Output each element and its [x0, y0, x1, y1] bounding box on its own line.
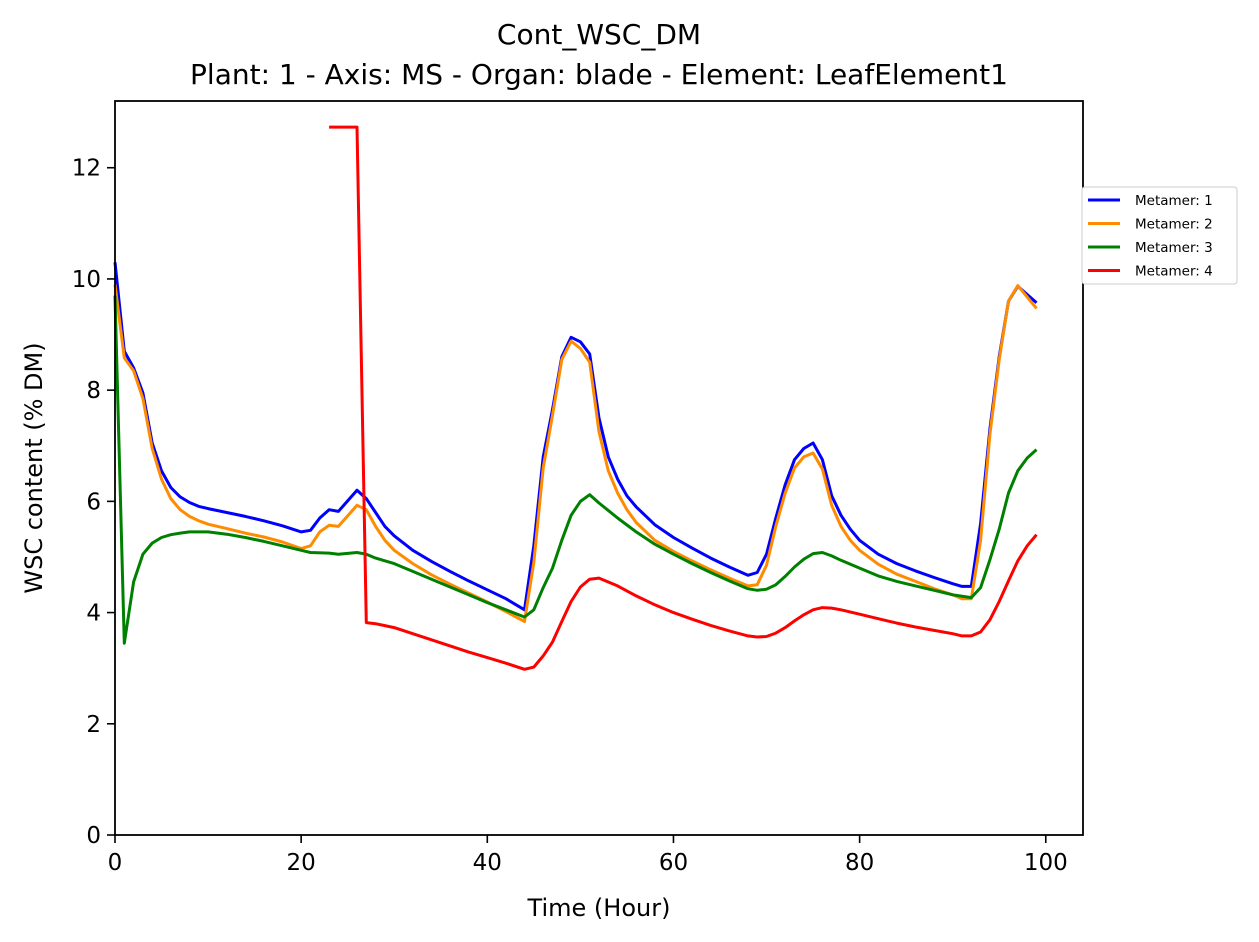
chart-title: Cont_WSC_DM [497, 18, 701, 51]
y-tick-label: 2 [86, 712, 101, 738]
axis-ticks-group: 0 20 40 60 80 100 0 2 4 6 8 10 12 [72, 156, 1068, 876]
y-tick-label: 0 [86, 823, 101, 849]
x-axis-label: Time (Hour) [527, 894, 671, 922]
x-tick-label: 40 [473, 850, 502, 876]
x-tick-label: 60 [659, 850, 688, 876]
y-tick-label: 12 [72, 156, 101, 182]
x-tick-label: 80 [845, 850, 874, 876]
series-line-metamer-4 [329, 125, 1038, 671]
legend-label-metamer-4: Metamer: 4 [1135, 264, 1213, 280]
legend: Metamer: 1 Metamer: 2 Metamer: 3 Metamer: 4 [1081, 186, 1238, 285]
legend-label-metamer-1: Metamer: 1 [1135, 193, 1213, 209]
plot-series-group [113, 125, 1038, 671]
x-tick-label: 0 [108, 850, 123, 876]
legend-label-metamer-2: Metamer: 2 [1135, 217, 1213, 233]
chart-subtitle: Plant: 1 - Axis: MS - Organ: blade - Ele… [190, 58, 1008, 91]
legend-label-metamer-3: Metamer: 3 [1135, 240, 1213, 256]
plot-frame [114, 100, 1084, 836]
y-tick-label: 4 [86, 601, 101, 627]
series-line-metamer-2 [113, 284, 1038, 623]
series-line-metamer-1 [113, 262, 1038, 612]
y-tick-label: 6 [86, 489, 101, 515]
series-line-metamer-3 [113, 295, 1038, 645]
x-tick-label: 100 [1024, 850, 1068, 876]
y-axis-label: WSC content (% DM) [20, 342, 48, 593]
y-tick-label: 8 [86, 378, 101, 404]
legend-frame [1081, 186, 1238, 285]
y-tick-label: 10 [72, 267, 101, 293]
x-tick-label: 20 [287, 850, 316, 876]
